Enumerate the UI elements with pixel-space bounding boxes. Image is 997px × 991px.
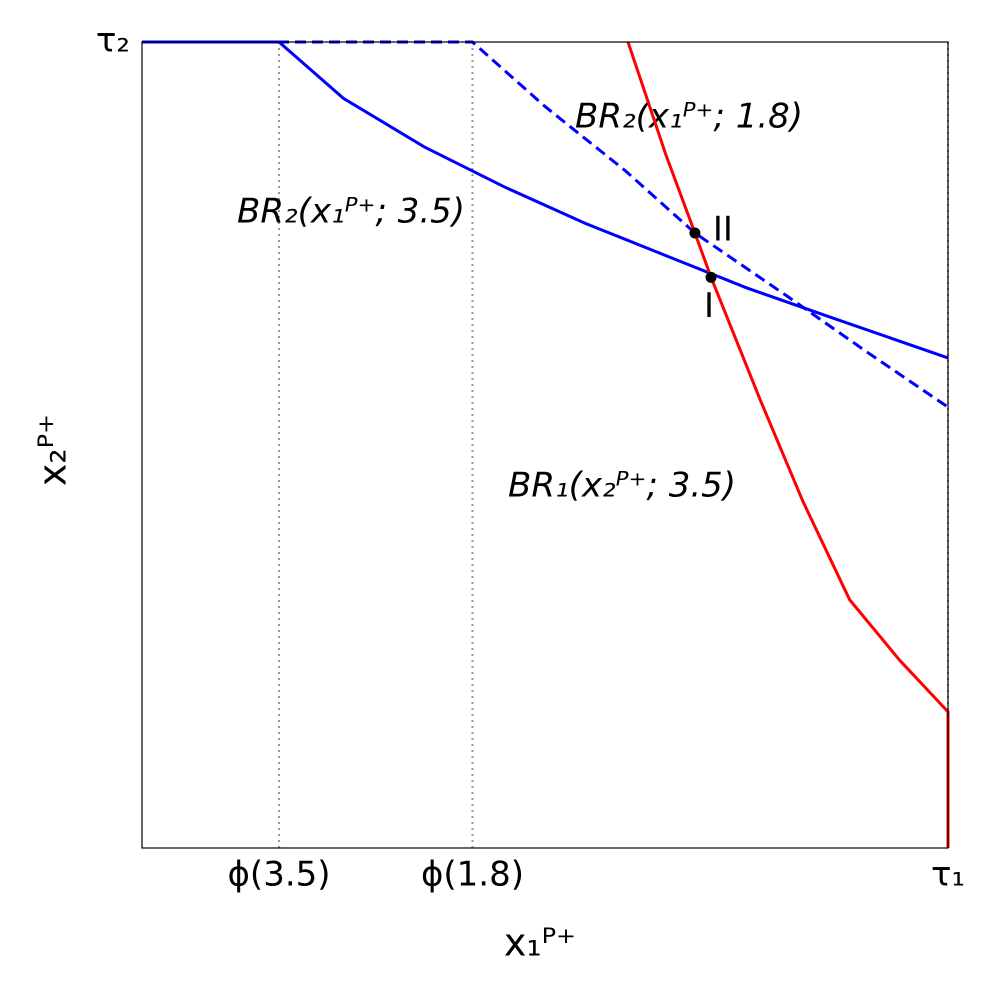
x-tick-label: τ₁ [931,855,965,895]
x-tick-label: ϕ(3.5) [228,855,331,895]
x-axis-label: x₁ᴾ⁺ [504,921,576,965]
equilibrium-point [705,271,717,283]
series-label: BR₂(x₁ᴾ⁺; 3.5) [237,192,465,232]
series-line [142,40,949,360]
point-label: II [713,210,733,250]
series-label: BR₂(x₁ᴾ⁺; 1.8) [575,97,803,137]
series-label: BR₁(x₂ᴾ⁺; 3.5) [508,466,736,506]
series-line [142,40,949,409]
y-tick-label: τ₂ [96,21,130,61]
series-line [626,41,950,848]
equilibrium-point [689,227,701,239]
x-tick-label: ϕ(1.8) [421,855,524,895]
point-label: I [704,286,714,326]
y-axis-label: x₂ᴾ⁺ [31,414,75,486]
plot-frame [141,41,949,849]
